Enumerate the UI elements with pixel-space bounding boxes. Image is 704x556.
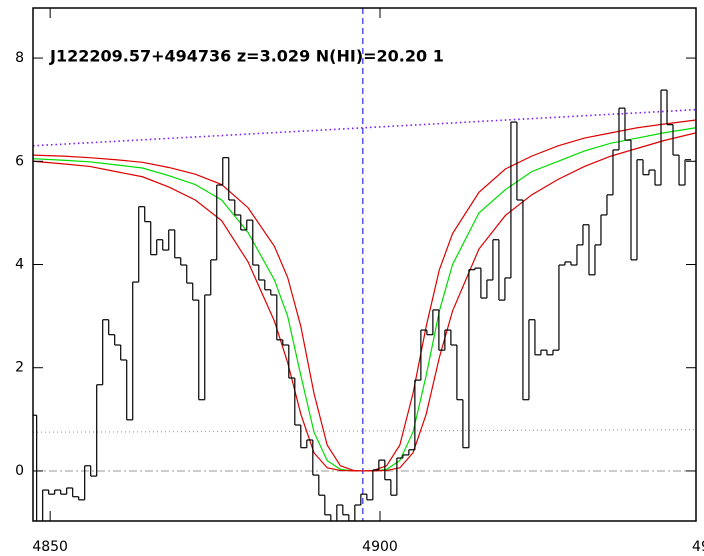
fit-line <box>33 132 696 472</box>
y-tick-label: 0 <box>15 463 24 479</box>
frame <box>32 7 697 522</box>
chart-title: J122209.57+494736 z=3.029 N(HI)=20.20 1 <box>49 47 444 66</box>
x-tick-label: 4900 <box>362 539 398 555</box>
y-tick-label: 8 <box>15 50 24 66</box>
continuum-line <box>33 108 696 147</box>
y-tick-label: 4 <box>15 257 24 273</box>
y-tick-label: 6 <box>15 153 24 169</box>
y-tick-label: 2 <box>15 360 24 376</box>
plot-area <box>33 8 696 521</box>
x-tick-label: 4850 <box>32 539 68 555</box>
error-line <box>33 429 696 433</box>
x-tick-label: 4950 <box>692 539 704 555</box>
